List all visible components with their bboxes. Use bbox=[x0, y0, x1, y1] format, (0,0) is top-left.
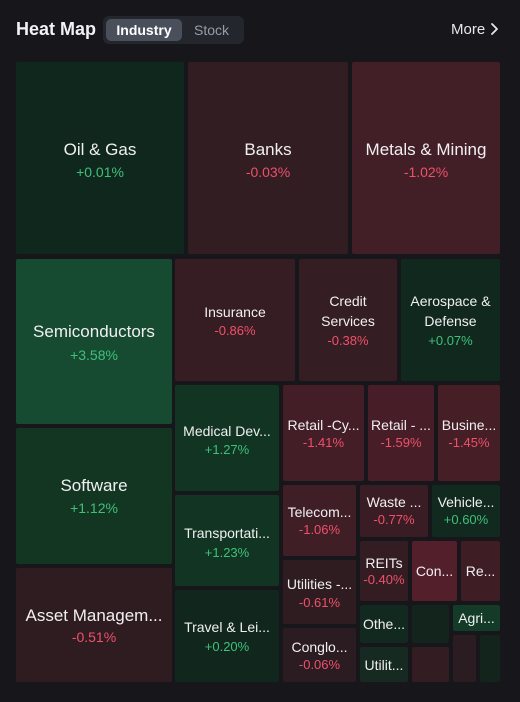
tile-label: Banks bbox=[244, 140, 292, 159]
tile-insurance[interactable]: Insurance -0.86% bbox=[175, 259, 295, 381]
tile-waste-management[interactable]: Waste ... -0.77% bbox=[360, 485, 428, 537]
tile-label: Software bbox=[60, 476, 128, 495]
tile-change: +3.58% bbox=[70, 347, 118, 363]
tile-label: Semiconductors bbox=[33, 322, 155, 341]
tile-unlabeled-3[interactable] bbox=[480, 635, 500, 682]
tile-label: Utilities -... bbox=[286, 576, 353, 592]
tile-telecom[interactable]: Telecom... -1.06% bbox=[283, 485, 356, 556]
tile-label: Telecom... bbox=[287, 504, 352, 520]
tile-change: -0.61% bbox=[298, 595, 341, 610]
heatmap-header: Heat Map Industry Stock More bbox=[0, 0, 520, 60]
chevron-right-icon[interactable] bbox=[488, 21, 502, 37]
tile-label: Vehicle... bbox=[437, 494, 495, 510]
tile-label: Asset Managem... bbox=[25, 606, 163, 625]
tile-change: +0.20% bbox=[204, 639, 250, 654]
tile-label: Transportati... bbox=[184, 525, 270, 541]
tile-change: -0.77% bbox=[373, 512, 415, 527]
tile-retail-defensive[interactable]: Retail - ... -1.59% bbox=[368, 385, 434, 481]
tile-change: -1.06% bbox=[298, 522, 341, 537]
tile-reits[interactable]: REITs -0.40% bbox=[360, 541, 408, 601]
tile-label: Travel & Lei... bbox=[184, 619, 270, 635]
tile-change: -1.02% bbox=[403, 164, 449, 180]
page-title: Heat Map bbox=[16, 19, 97, 39]
tile-change: -0.03% bbox=[245, 164, 291, 180]
tile-transportation[interactable]: Transportati... +1.23% bbox=[175, 495, 279, 586]
tile-real-estate[interactable]: Re... bbox=[461, 541, 500, 601]
view-toggle: Industry Stock bbox=[103, 16, 244, 44]
tile-metals-mining[interactable]: Metals & Mining -1.02% bbox=[352, 62, 500, 254]
tile-change: +1.27% bbox=[204, 442, 250, 457]
tile-unlabeled-1[interactable] bbox=[412, 605, 449, 643]
tile-label: Credit bbox=[329, 293, 367, 309]
tile-consumer[interactable]: Con... bbox=[412, 541, 457, 601]
tile-label: Services bbox=[321, 313, 375, 329]
tile-label: REITs bbox=[365, 555, 403, 571]
tile-utilities-regulated[interactable]: Utilities -... -0.61% bbox=[283, 560, 356, 624]
tile-banks[interactable]: Banks -0.03% bbox=[188, 62, 348, 254]
tile-change: -1.41% bbox=[302, 435, 345, 450]
tile-change: -0.86% bbox=[214, 323, 256, 338]
tile-unlabeled-2[interactable] bbox=[453, 635, 476, 682]
tile-change: -0.40% bbox=[363, 572, 405, 587]
tile-label: Medical Dev... bbox=[183, 423, 271, 439]
tab-industry[interactable]: Industry bbox=[106, 19, 182, 41]
tile-change: -0.38% bbox=[327, 333, 369, 348]
tile-label: Re... bbox=[465, 563, 496, 579]
tile-label: Insurance bbox=[204, 304, 266, 320]
tile-label: Defense bbox=[424, 313, 477, 329]
tile-conglomerates[interactable]: Conglo... -0.06% bbox=[283, 628, 356, 682]
tile-software[interactable]: Software +1.12% bbox=[16, 428, 172, 564]
tile-label: Waste ... bbox=[366, 494, 422, 510]
tile-change: +0.60% bbox=[443, 512, 489, 527]
tile-semiconductors[interactable]: Semiconductors +3.58% bbox=[16, 259, 172, 424]
tile-vehicles[interactable]: Vehicle... +0.60% bbox=[432, 485, 500, 537]
tile-label: Retail -Cy... bbox=[287, 417, 360, 433]
tile-label: Utilit... bbox=[364, 657, 404, 673]
tile-medical-devices[interactable]: Medical Dev... +1.27% bbox=[175, 385, 279, 491]
tile-label: Conglo... bbox=[291, 639, 348, 655]
tile-label: Metals & Mining bbox=[365, 140, 487, 159]
tile-label: Oil & Gas bbox=[63, 140, 137, 159]
tile-business-services[interactable]: Busine... -1.45% bbox=[438, 385, 500, 481]
tile-asset-management[interactable]: Asset Managem... -0.51% bbox=[16, 568, 172, 682]
tile-oil-gas[interactable]: Oil & Gas +0.01% bbox=[16, 62, 184, 254]
tile-other[interactable]: Othe... bbox=[360, 605, 408, 643]
tile-change: +1.12% bbox=[70, 500, 118, 516]
tile-utilities[interactable]: Utilit... bbox=[360, 647, 408, 682]
tile-change: -1.59% bbox=[380, 435, 422, 450]
tile-aerospace-defense[interactable]: Aerospace & Defense +0.07% bbox=[401, 259, 500, 381]
tile-label: Retail - ... bbox=[371, 417, 431, 433]
tile-change: +0.01% bbox=[76, 164, 124, 180]
tile-travel-leisure[interactable]: Travel & Lei... +0.20% bbox=[175, 590, 279, 682]
more-link[interactable]: More bbox=[451, 21, 486, 38]
tile-change: -0.51% bbox=[71, 629, 117, 645]
tile-change: -0.06% bbox=[298, 657, 341, 672]
tile-credit-services[interactable]: Credit Services -0.38% bbox=[299, 259, 397, 381]
tile-change: -1.45% bbox=[448, 435, 490, 450]
tile-label: Agri... bbox=[458, 610, 495, 626]
tile-label: Busine... bbox=[441, 417, 497, 433]
tile-change: +0.07% bbox=[428, 333, 473, 348]
tile-label: Othe... bbox=[362, 616, 406, 632]
tile-retail-cyclical[interactable]: Retail -Cy... -1.41% bbox=[283, 385, 364, 481]
tab-stock[interactable]: Stock bbox=[193, 22, 229, 38]
tile-unlabeled-4[interactable] bbox=[412, 647, 449, 682]
tile-label: Aerospace & bbox=[410, 293, 491, 309]
tile-change: +1.23% bbox=[204, 545, 250, 560]
tile-label: Con... bbox=[415, 563, 454, 579]
tile-agriculture[interactable]: Agri... bbox=[453, 605, 500, 631]
